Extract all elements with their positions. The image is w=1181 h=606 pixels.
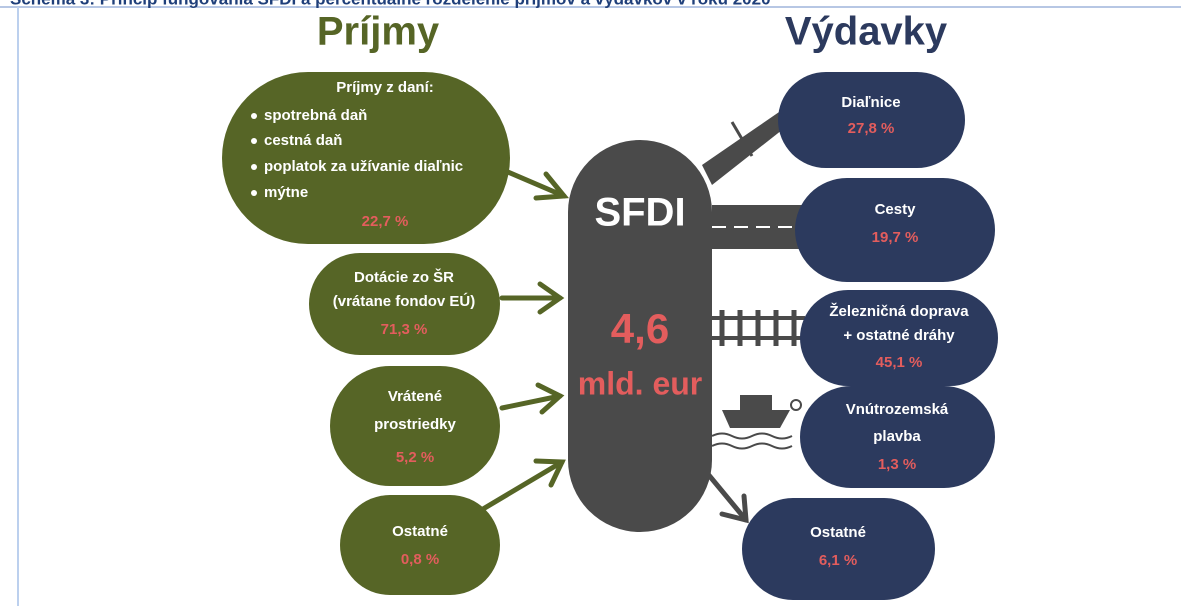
- box-label: Železničná doprava: [829, 302, 969, 320]
- income-heading: Príjmy: [317, 10, 440, 54]
- box-label: Vrátené: [388, 388, 442, 405]
- share: 27,8 %: [848, 120, 895, 137]
- page: Schéma 3: Princíp fungovania SFDI a perc…: [0, 0, 1181, 606]
- box-label: + ostatné dráhy: [843, 327, 955, 344]
- bullet: cestná daň: [264, 132, 342, 149]
- box-label: Ostatné: [392, 523, 448, 540]
- share: 1,3 %: [878, 456, 916, 473]
- box-label: (vrátane fondov EÚ): [333, 292, 476, 310]
- diagram: Schéma 3: Princíp fungovania SFDI a perc…: [0, 0, 1181, 606]
- box-label: Príjmy z daní:: [336, 79, 434, 96]
- share: 0,8 %: [401, 551, 439, 568]
- center-amount: 4,6: [611, 305, 669, 352]
- share: 5,2 %: [396, 449, 434, 466]
- share: 45,1 %: [876, 354, 923, 371]
- box-label: plavba: [873, 428, 921, 445]
- expenses-heading: Výdavky: [785, 10, 948, 54]
- box-label: Vnútrozemská: [846, 401, 949, 418]
- box-label: Diaľnice: [841, 94, 900, 111]
- income-box: [340, 495, 500, 595]
- share: 71,3 %: [381, 321, 428, 338]
- box-label: Dotácie zo ŠR: [354, 268, 454, 286]
- share: 22,7 %: [362, 213, 409, 230]
- transport-icons: [702, 110, 805, 449]
- bullet: spotrebná daň: [264, 107, 367, 124]
- box-label: prostriedky: [374, 416, 456, 433]
- box-label: Cesty: [875, 201, 917, 218]
- income-boxes: Príjmy z daní: spotrebná daň cestná daň …: [222, 72, 510, 595]
- share: 19,7 %: [872, 229, 919, 246]
- income-arrows: [478, 172, 564, 512]
- title: Schéma 3: Princíp fungovania SFDI a perc…: [10, 0, 771, 8]
- center-name: SFDI: [594, 191, 685, 235]
- center-unit: mld. eur: [578, 365, 702, 401]
- box-label: Ostatné: [810, 524, 866, 541]
- bullet: mýtne: [264, 184, 308, 201]
- bullet: poplatok za užívanie diaľnic: [264, 158, 463, 175]
- share: 6,1 %: [819, 552, 857, 569]
- expense-box: [742, 498, 935, 600]
